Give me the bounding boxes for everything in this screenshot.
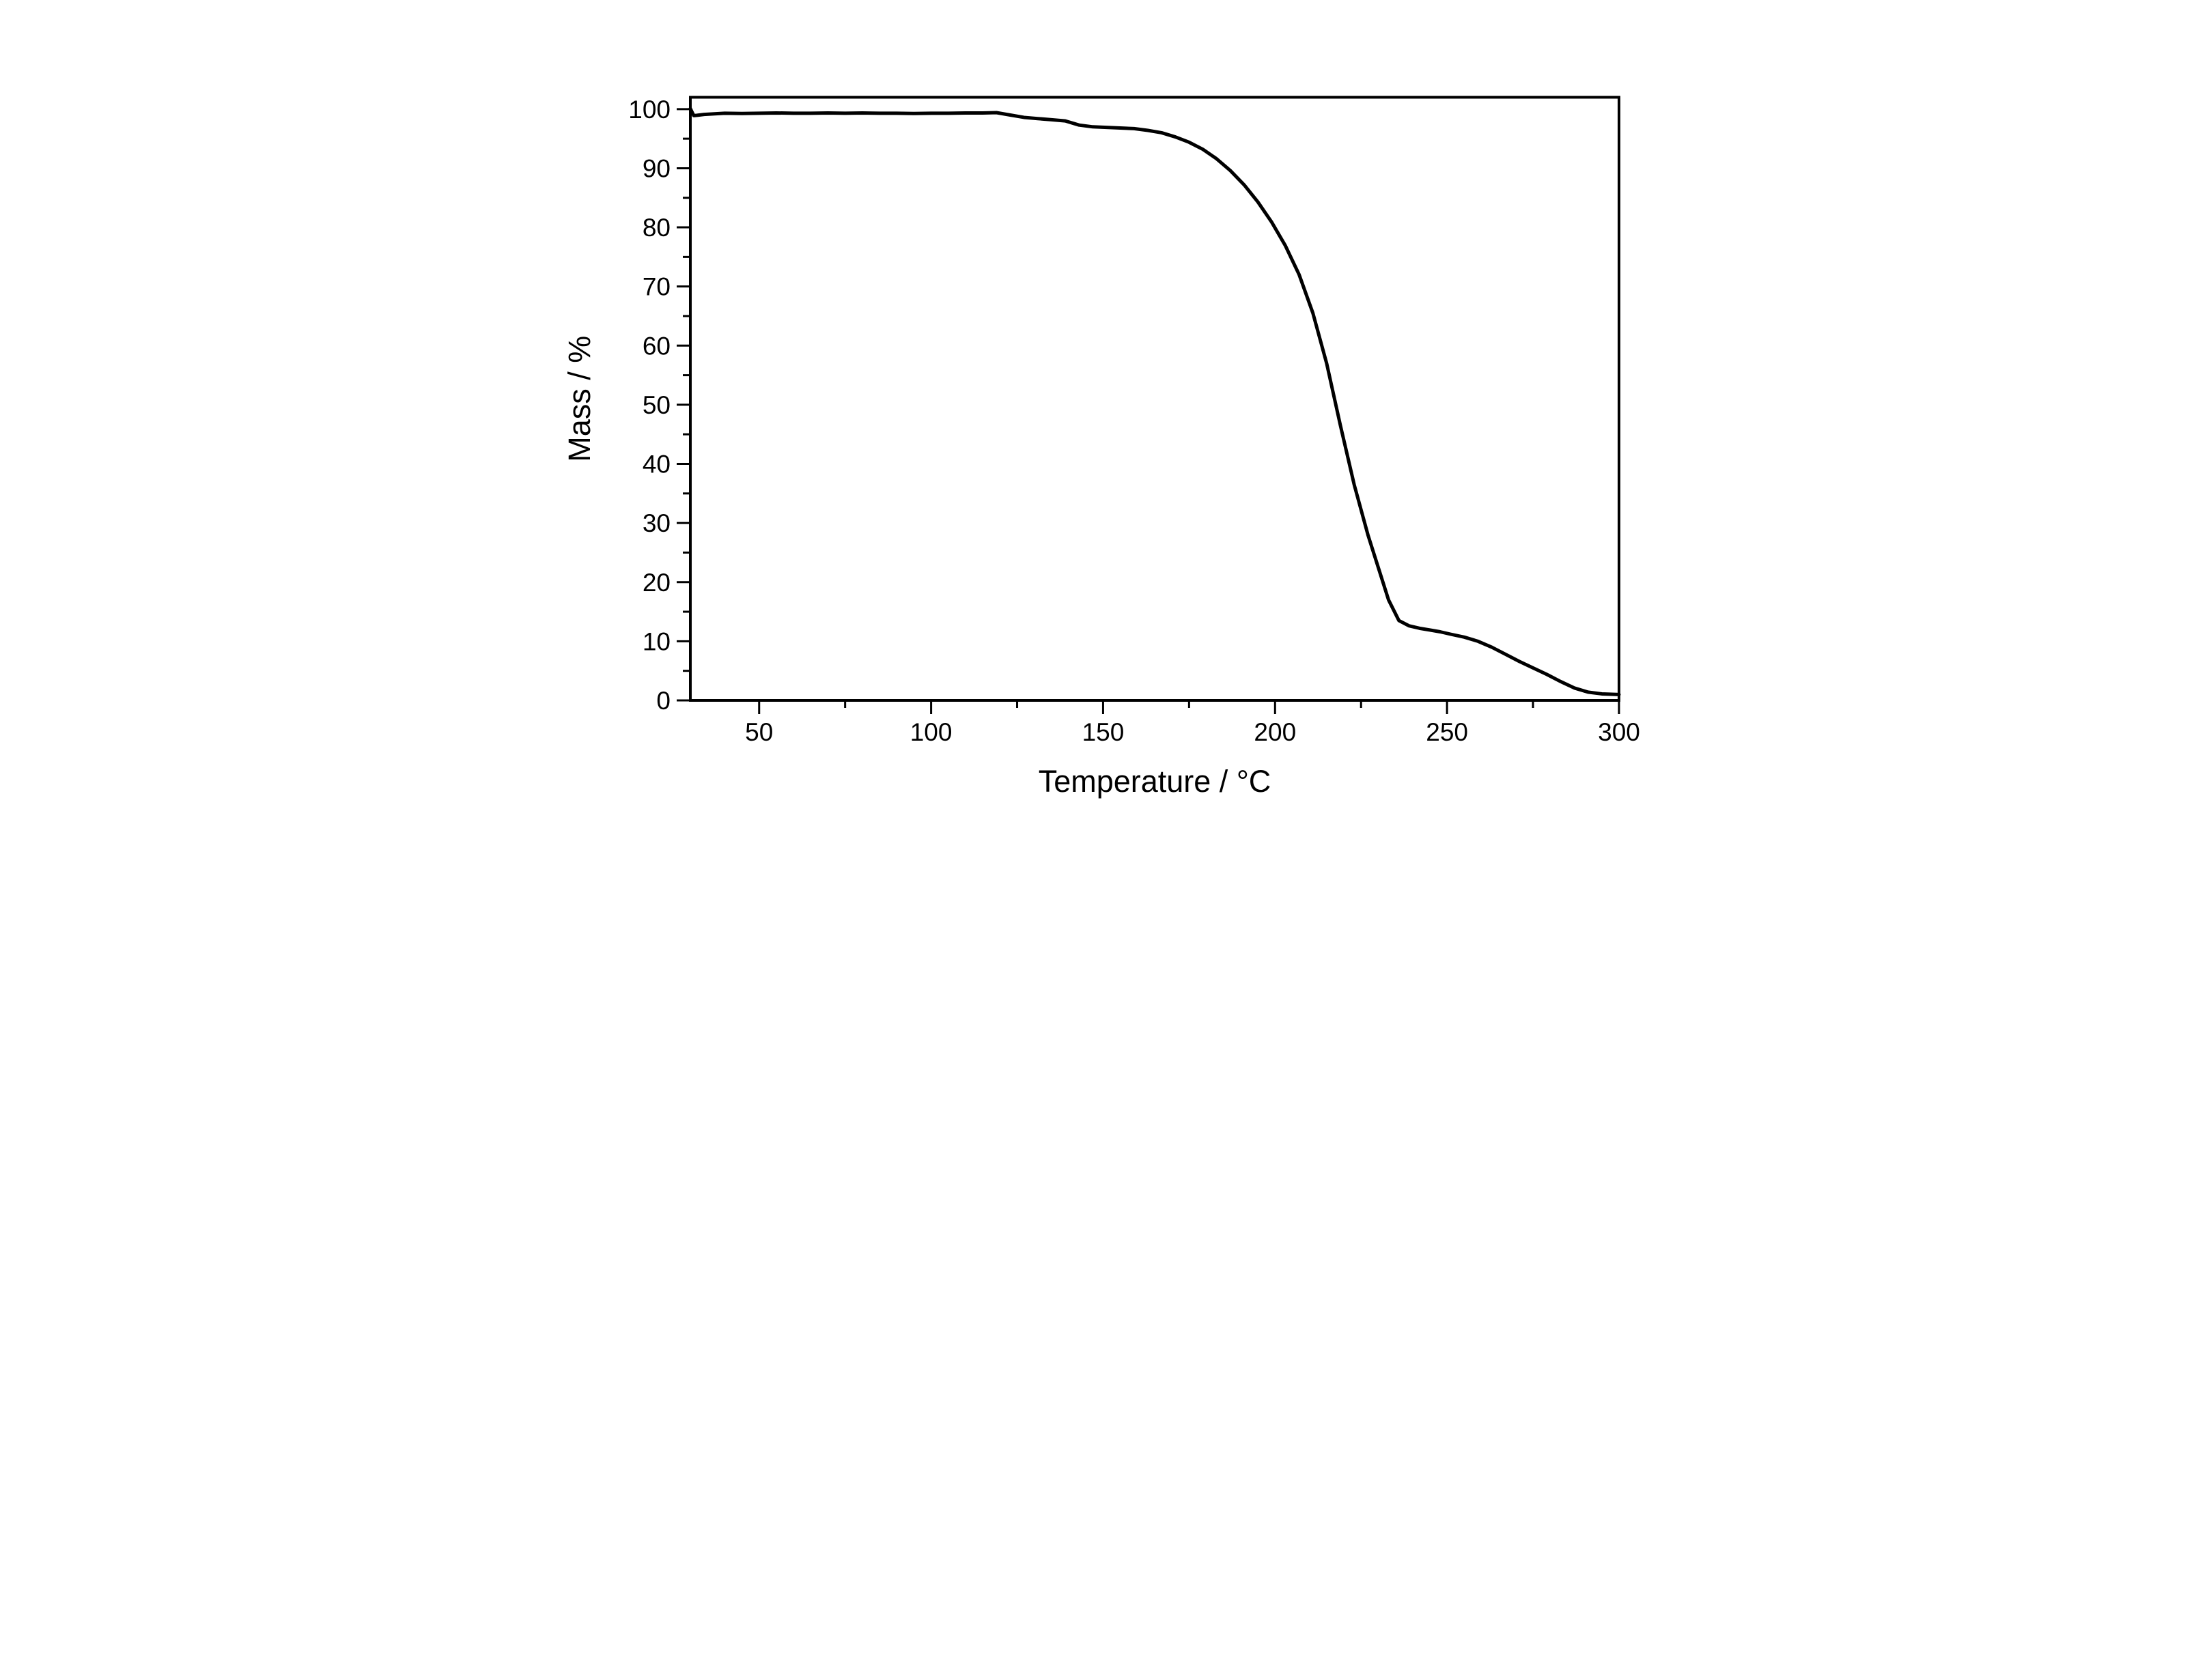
x-axis-title: Temperature / °C bbox=[1039, 764, 1271, 799]
y-tick-label: 60 bbox=[643, 332, 671, 360]
chart-canvas: 50 100 150 200 250 300 0 10 20 30 40 50 60 70 80 90 100 T… bbox=[549, 0, 1647, 840]
y-tick-label: 20 bbox=[643, 569, 671, 597]
y-axis-title: Mass / % bbox=[562, 336, 597, 462]
x-tick-label: 250 bbox=[1426, 718, 1468, 746]
y-tick-label: 30 bbox=[643, 509, 671, 537]
y-tick-label: 90 bbox=[643, 154, 671, 182]
x-tick-label: 200 bbox=[1254, 718, 1296, 746]
y-tick-label: 40 bbox=[643, 451, 671, 479]
x-tick-label: 300 bbox=[1598, 718, 1640, 746]
x-tick-label: 50 bbox=[745, 718, 773, 746]
tga-figure: 50 100 150 200 250 300 0 10 20 30 40 50 60 70 80 90 100 T… bbox=[549, 0, 1647, 840]
y-tick-label: 10 bbox=[643, 627, 671, 655]
y-tick-label: 100 bbox=[628, 96, 671, 124]
plot-frame bbox=[689, 96, 1620, 702]
y-tick-label: 70 bbox=[643, 273, 671, 301]
y-tick-label: 50 bbox=[643, 391, 671, 419]
y-tick-label: 0 bbox=[656, 687, 671, 715]
x-tick-label: 100 bbox=[910, 718, 953, 746]
y-tick-label: 80 bbox=[643, 214, 671, 242]
x-tick-label: 150 bbox=[1082, 718, 1125, 746]
tga-curve bbox=[688, 106, 1621, 696]
